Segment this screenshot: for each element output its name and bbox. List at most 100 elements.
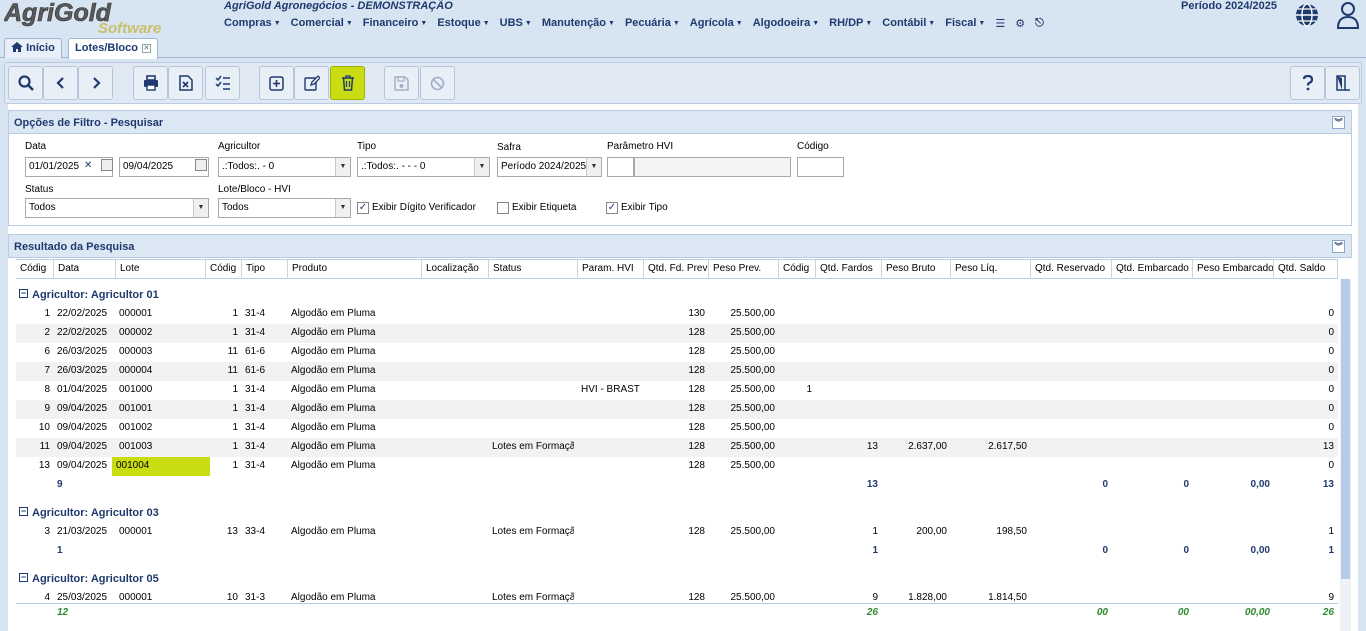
table-row[interactable]: 2 22/02/2025 000002 1 31-4 Algodão em Pluma 12…: [16, 324, 1338, 343]
settings-icon[interactable]: ⚙: [1015, 18, 1026, 30]
table-cell: 2.617,50: [988, 441, 1027, 452]
clear-date-icon[interactable]: ✕: [84, 160, 93, 171]
checklist-button[interactable]: [205, 66, 240, 100]
column-header[interactable]: Data: [54, 260, 116, 279]
user-icon[interactable]: [1336, 1, 1360, 29]
column-header[interactable]: Códig: [779, 260, 816, 279]
search-button[interactable]: [8, 66, 43, 100]
date-from-input[interactable]: 01/01/2025: [25, 157, 113, 177]
tipo-label: Tipo: [357, 141, 377, 152]
hvi-code-input[interactable]: [607, 157, 634, 177]
column-header[interactable]: Peso Embarcado: [1193, 260, 1274, 279]
filter-panel-header[interactable]: Opções de Filtro - Pesquisar ︾: [8, 110, 1352, 134]
table-row[interactable]: 3 21/03/2025 000001 13 33-4 Algodão em Pluma L…: [16, 523, 1338, 542]
close-tab-icon[interactable]: ✕: [141, 44, 151, 53]
collapse-group-icon[interactable]: −: [19, 572, 28, 582]
column-header[interactable]: Qtd. Embarcado: [1112, 260, 1193, 279]
menu-rh-dp[interactable]: RH/DP ▼: [829, 17, 872, 33]
group-header[interactable]: − Agricultor: Agricultor 01: [16, 284, 1338, 304]
cancel-button[interactable]: [420, 66, 455, 100]
column-header[interactable]: Qtd. Saldo: [1274, 260, 1338, 279]
table-row[interactable]: 10 09/04/2025 001002 1 31-4 Algodão em Pluma 1…: [16, 419, 1338, 438]
exibir-etiqueta-checkbox[interactable]: [497, 202, 509, 214]
excel-export-button[interactable]: [168, 66, 203, 100]
exit-icon[interactable]: ⎋: [1035, 17, 1044, 29]
menu-algodoeira[interactable]: Algodoeira ▼: [753, 17, 819, 33]
menu-contabil[interactable]: Contábil ▼: [882, 17, 935, 33]
table-row[interactable]: 11 09/04/2025 001003 1 31-4 Algodão em Pluma L…: [16, 438, 1338, 457]
exit-button[interactable]: [1325, 66, 1360, 100]
previous-button[interactable]: [43, 66, 78, 100]
collapse-icon[interactable]: ︾: [1332, 116, 1345, 129]
safra-select[interactable]: Período 2024/2025 ▼: [497, 157, 602, 177]
menu-ubs[interactable]: UBS ▼: [500, 17, 532, 33]
table-row[interactable]: 7 26/03/2025 000004 11 61-6 Algodão em Pluma 1…: [16, 362, 1338, 381]
status-select[interactable]: Todos ▼: [25, 198, 209, 218]
codigo-input[interactable]: [797, 157, 844, 177]
menu-fiscal[interactable]: Fiscal ▼: [945, 17, 985, 33]
vertical-scrollbar[interactable]: [1340, 279, 1351, 631]
next-button[interactable]: [78, 66, 113, 100]
scrollbar-thumb[interactable]: [1341, 279, 1350, 579]
column-header[interactable]: Códig: [206, 260, 242, 279]
column-header[interactable]: Produto: [288, 260, 422, 279]
column-header[interactable]: Tipo: [242, 260, 288, 279]
column-header[interactable]: Param. HVI: [578, 260, 644, 279]
table-row[interactable]: 8 01/04/2025 001000 1 31-4 Algodão em Pluma HV…: [16, 381, 1338, 400]
column-header[interactable]: Qtd. Fardos: [816, 260, 882, 279]
agricultor-select[interactable]: .:Todos:. - 0 ▼: [218, 157, 351, 177]
table-cell: 21/03/2025: [57, 526, 108, 537]
table-cell: Lotes em Formação: [492, 441, 574, 452]
column-header[interactable]: Peso Prev.: [709, 260, 779, 279]
tab-inicio[interactable]: Início: [4, 38, 62, 58]
plus-square-icon: [269, 75, 284, 91]
table-row[interactable]: 6 26/03/2025 000003 11 61-6 Algodão em Pluma 1…: [16, 343, 1338, 362]
column-header[interactable]: Códig: [16, 260, 54, 279]
column-header[interactable]: Qtd. Reservado: [1031, 260, 1112, 279]
calendar-icon[interactable]: [195, 159, 207, 171]
menu-compras[interactable]: Compras ▼: [224, 17, 281, 33]
exibir-tipo-label: Exibir Tipo: [621, 202, 668, 213]
table-cell: 31-4: [245, 327, 266, 338]
help-button[interactable]: [1290, 66, 1325, 100]
tab-lotes-bloco[interactable]: Lotes/Bloco ✕: [68, 38, 158, 59]
group-header[interactable]: − Agricultor: Agricultor 05: [16, 568, 1338, 588]
menu-agricola[interactable]: Agrícola ▼: [690, 17, 743, 33]
tipo-select[interactable]: .:Todos:. - - - 0 ▼: [357, 157, 490, 177]
exibir-tipo-checkbox[interactable]: ✓: [606, 202, 618, 214]
globe-icon[interactable]: [1294, 2, 1320, 28]
collapse-group-icon[interactable]: −: [19, 506, 28, 516]
menu-pecuaria[interactable]: Pecuária ▼: [625, 17, 680, 33]
table-row[interactable]: 9 09/04/2025 001001 1 31-4 Algodão em Pluma 12…: [16, 400, 1338, 419]
collapse-group-icon[interactable]: −: [19, 288, 28, 298]
table-row[interactable]: 4 25/03/2025 000001 10 31-3 Algodão em Pluma L…: [16, 589, 1338, 608]
column-header[interactable]: Peso Líq.: [951, 260, 1031, 279]
save-button[interactable]: [384, 66, 419, 100]
print-button[interactable]: [133, 66, 168, 100]
group-header[interactable]: − Agricultor: Agricultor 03: [16, 502, 1338, 522]
lote-bloco-select[interactable]: Todos ▼: [218, 198, 351, 218]
menu-manutencao[interactable]: Manutenção ▼: [542, 17, 615, 33]
collapse-icon[interactable]: ︾: [1332, 240, 1345, 253]
table-row[interactable]: 13 09/04/2025 001004 1 31-4 Algodão em Pluma 1…: [16, 457, 1338, 476]
column-header[interactable]: Lote: [116, 260, 206, 279]
edit-button[interactable]: [294, 66, 329, 100]
calendar-icon[interactable]: [101, 159, 113, 171]
menu-financeiro[interactable]: Financeiro ▼: [363, 17, 428, 33]
column-header[interactable]: Qtd. Fd. Prev: [644, 260, 709, 279]
table-row[interactable]: 1 22/02/2025 000001 1 31-4 Algodão em Pluma 13…: [16, 305, 1338, 324]
add-button[interactable]: [259, 66, 294, 100]
menu-comercial[interactable]: Comercial ▼: [291, 17, 353, 33]
hamburger-menu-icon[interactable]: ☰: [995, 18, 1006, 30]
delete-button[interactable]: [330, 66, 365, 100]
column-header[interactable]: Peso Bruto: [882, 260, 951, 279]
menu-label: Manutenção: [541, 17, 607, 29]
menu-estoque[interactable]: Estoque ▼: [437, 17, 489, 33]
exibir-digito-checkbox[interactable]: ✓: [357, 202, 369, 214]
result-panel-header[interactable]: Resultado da Pesquisa ︾: [8, 234, 1352, 258]
date-to-input[interactable]: 09/04/2025: [119, 157, 209, 177]
hvi-label: Parâmetro HVI: [607, 141, 674, 152]
column-header[interactable]: Status: [489, 260, 578, 279]
table-cell: 1: [232, 403, 238, 414]
column-header[interactable]: Localização: [422, 260, 489, 279]
